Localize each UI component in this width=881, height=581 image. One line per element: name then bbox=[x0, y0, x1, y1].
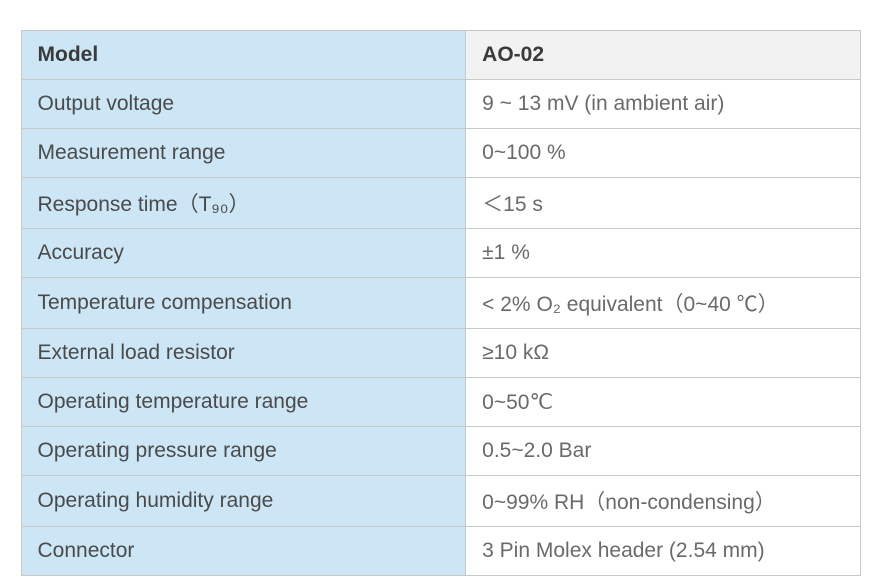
spec-value: 0~50℃ bbox=[466, 378, 860, 427]
table-row: External load resistor≥10 kΩ bbox=[21, 329, 860, 378]
table-row: Temperature compensation< 2% O₂ equivale… bbox=[21, 278, 860, 329]
spec-value: < 2% O₂ equivalent（0~40 ℃） bbox=[466, 278, 860, 329]
spec-value: ±1 % bbox=[466, 229, 860, 278]
spec-label: Output voltage bbox=[21, 80, 466, 129]
spec-label: Model bbox=[21, 31, 466, 80]
table-row: Connector3 Pin Molex header (2.54 mm) bbox=[21, 527, 860, 576]
table-row: Output voltage9 ~ 13 mV (in ambient air) bbox=[21, 80, 860, 129]
table-row: Response time（T₉₀）＜15 s bbox=[21, 178, 860, 229]
spec-label: Measurement range bbox=[21, 129, 466, 178]
spec-table-body: ModelAO-02Output voltage9 ~ 13 mV (in am… bbox=[21, 31, 860, 576]
spec-label: Response time（T₉₀） bbox=[21, 178, 466, 229]
spec-label: Connector bbox=[21, 527, 466, 576]
table-row: Accuracy±1 % bbox=[21, 229, 860, 278]
spec-value: 0~99% RH（non-condensing） bbox=[466, 476, 860, 527]
spec-value: 3 Pin Molex header (2.54 mm) bbox=[466, 527, 860, 576]
spec-value: 0.5~2.0 Bar bbox=[466, 427, 860, 476]
table-row: Operating pressure range0.5~2.0 Bar bbox=[21, 427, 860, 476]
spec-label: Operating pressure range bbox=[21, 427, 466, 476]
table-row: Measurement range0~100 % bbox=[21, 129, 860, 178]
spec-table: ModelAO-02Output voltage9 ~ 13 mV (in am… bbox=[21, 30, 861, 576]
spec-label: Temperature compensation bbox=[21, 278, 466, 329]
table-row: ModelAO-02 bbox=[21, 31, 860, 80]
spec-value: 9 ~ 13 mV (in ambient air) bbox=[466, 80, 860, 129]
spec-label: Accuracy bbox=[21, 229, 466, 278]
spec-label: External load resistor bbox=[21, 329, 466, 378]
spec-value: 0~100 % bbox=[466, 129, 860, 178]
table-row: Operating humidity range0~99% RH（non-con… bbox=[21, 476, 860, 527]
table-row: Operating temperature range0~50℃ bbox=[21, 378, 860, 427]
spec-value: AO-02 bbox=[466, 31, 860, 80]
spec-label: Operating humidity range bbox=[21, 476, 466, 527]
spec-value: ＜15 s bbox=[466, 178, 860, 229]
spec-label: Operating temperature range bbox=[21, 378, 466, 427]
spec-value: ≥10 kΩ bbox=[466, 329, 860, 378]
